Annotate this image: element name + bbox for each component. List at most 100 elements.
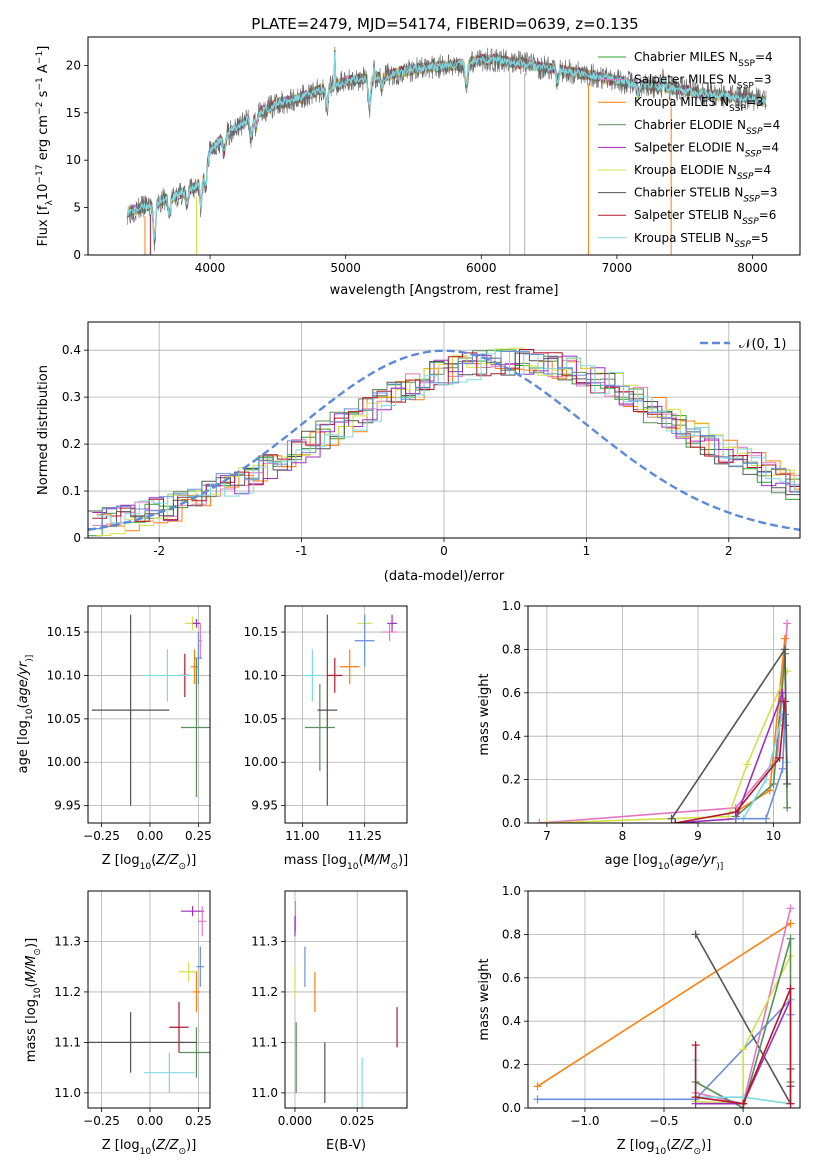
legend-entry: Salpeter ELODIE NSSP=4 (634, 140, 779, 159)
x-axis-label-part: Z [log (102, 853, 140, 868)
y-tick-label: 10.00 (47, 755, 81, 769)
legend-name: Salpeter STELIB (634, 208, 729, 222)
x-axis-label-part: Z [log (617, 1138, 655, 1153)
histogram-9 (88, 351, 800, 529)
errorbars (88, 906, 210, 1093)
y-axis-label-part: −1 (35, 51, 45, 64)
legend-nssp: N (728, 163, 737, 177)
y-tick-label: 1.0 (502, 599, 521, 613)
legend-nssp: N (720, 95, 729, 109)
legend-nssp-value: =4 (753, 163, 771, 177)
y-axis-label: age [log10(age/yr)] (16, 655, 35, 774)
spectrum-panel: 4000 5000 6000 7000 8000 0 5 10 15 20 wavelength [… (35, 36, 801, 298)
x-axis-label-part: mass [log (284, 853, 347, 868)
x-axis-label-part: Z/Z (670, 1138, 694, 1153)
x-axis-label-part: Z/Z (155, 1138, 179, 1153)
y-tick-label: 10.10 (244, 668, 278, 682)
y-tick-label: 10.10 (47, 668, 81, 682)
y-tick-label: 11.3 (54, 934, 81, 948)
y-tick-label: 10.15 (244, 625, 278, 639)
axes-frame (87, 605, 211, 824)
x-tick-label: -1 (296, 544, 308, 558)
y-axis-label: Flux [fλ10−17 erg cm−2 s−1 A−1] (35, 46, 55, 247)
y-tick-label: 11.1 (54, 1035, 81, 1049)
x-axis-label-part: ( (151, 853, 156, 868)
legend-nssp: N (733, 208, 742, 222)
x-axis-label: (data-model)/error (384, 569, 505, 584)
axes-frame (87, 890, 211, 1109)
y-axis-label-part: Flux [f (36, 205, 51, 246)
legend-nssp-sub: SSP (743, 195, 760, 205)
x-axis-label-part: ⊙ (390, 862, 398, 872)
weight-line-2 (546, 670, 788, 823)
legend-entry: Salpeter STELIB NSSP=6 (634, 208, 776, 227)
x-axis-label-part: 10 (655, 1147, 667, 1157)
x-tick-label: 8 (619, 829, 627, 843)
y-axis-label-part: M/M (24, 956, 39, 983)
y-tick-label: 20 (66, 58, 81, 72)
x-tick-label: 4000 (195, 261, 226, 275)
legend-nssp-sub: SSP (746, 127, 763, 137)
x-axis-label: Z [log10(Z/Z⊙)] (617, 1138, 712, 1157)
legend-nssp: N (729, 50, 738, 64)
x-axis-label-part: )] (398, 853, 408, 868)
legend-nssp-sub: SSP (729, 104, 746, 114)
weight-line-0 (539, 623, 788, 823)
legend-nssp: N (728, 73, 737, 87)
x-axis-label-part: age [log (605, 853, 658, 868)
y-axis-label-part: ( (16, 703, 31, 708)
y-axis-label-part: ( (24, 982, 39, 987)
axes-frame (87, 36, 801, 256)
y-tick-label: 11.1 (251, 1035, 278, 1049)
axes-frame (284, 605, 408, 824)
errorbars (294, 901, 398, 1108)
legend-nssp-value: =6 (759, 208, 777, 222)
y-axis-label-part: mass [log (24, 999, 39, 1062)
y-tick-label: 11.0 (54, 1086, 81, 1100)
legend-entry: 𝒩(0, 1) (739, 337, 786, 352)
y-axis-label-part: A (36, 64, 51, 77)
y-axis-label-part: )] (25, 655, 35, 662)
y-axis-label-part: s (36, 90, 51, 101)
x-axis-label-part: )] (701, 1138, 711, 1153)
weight-line-6 (735, 714, 786, 820)
legend-nssp-value: =3 (760, 186, 778, 200)
legend-entry: Chabrier ELODIE NSSP=4 (634, 118, 780, 137)
legend-entry: Chabrier MILES NSSP=4 (634, 50, 773, 69)
x-tick-label: 7000 (602, 261, 633, 275)
legend-nssp-sub: SSP (734, 240, 751, 250)
x-axis-label-part: )] (186, 853, 196, 868)
x-axis-label-part: ⊙ (179, 862, 187, 872)
legend-nssp-value: =5 (751, 231, 769, 245)
legend-nssp-sub: SSP (737, 82, 754, 92)
x-tick-label: 0.00 (137, 829, 164, 843)
legend-name: Salpeter MILES (634, 73, 724, 87)
x-axis-label: age [log10(age/yr)] (605, 853, 724, 872)
x-tick-label: 2 (725, 544, 733, 558)
y-tick-label: 15 (66, 106, 81, 120)
legend-name: Salpeter ELODIE (634, 140, 732, 154)
mass_vs_ebv-panel: 0.000 0.025 11.0 11.1 11.2 11.3 E(B-V) (251, 890, 408, 1153)
weight-line-7 (675, 701, 786, 823)
y-tick-label: 9.95 (54, 799, 81, 813)
legend-entry: Kroupa MILES NSSP=3 (634, 95, 764, 114)
y-axis-label-part: age [log (16, 720, 31, 773)
x-axis-label: E(B-V) (326, 1138, 366, 1153)
y-tick-label: 11.3 (251, 934, 278, 948)
y-tick-label: 10.15 (47, 625, 81, 639)
x-tick-label: 0 (440, 544, 448, 558)
legend-entry: Salpeter MILES NSSP=3 (634, 73, 771, 92)
y-axis-label: Normed distribution (36, 365, 51, 495)
x-tick-label: 5000 (330, 261, 361, 275)
x-axis-label: Z [log10(Z/Z⊙)] (102, 853, 197, 872)
x-axis-label-part: Z [log (102, 1138, 140, 1153)
axes-frame (527, 605, 801, 824)
legend-name: Kroupa MILES (634, 95, 716, 109)
y-tick-label: 0.0 (502, 1101, 521, 1115)
x-tick-label: −0.25 (83, 829, 120, 843)
y-tick-label: 0.4 (502, 1014, 521, 1028)
figure-title: PLATE=2479, MJD=54174, FIBERID=0639, z=0… (251, 15, 638, 33)
y-tick-label: 10.05 (47, 712, 81, 726)
axes-frame (284, 890, 408, 1109)
